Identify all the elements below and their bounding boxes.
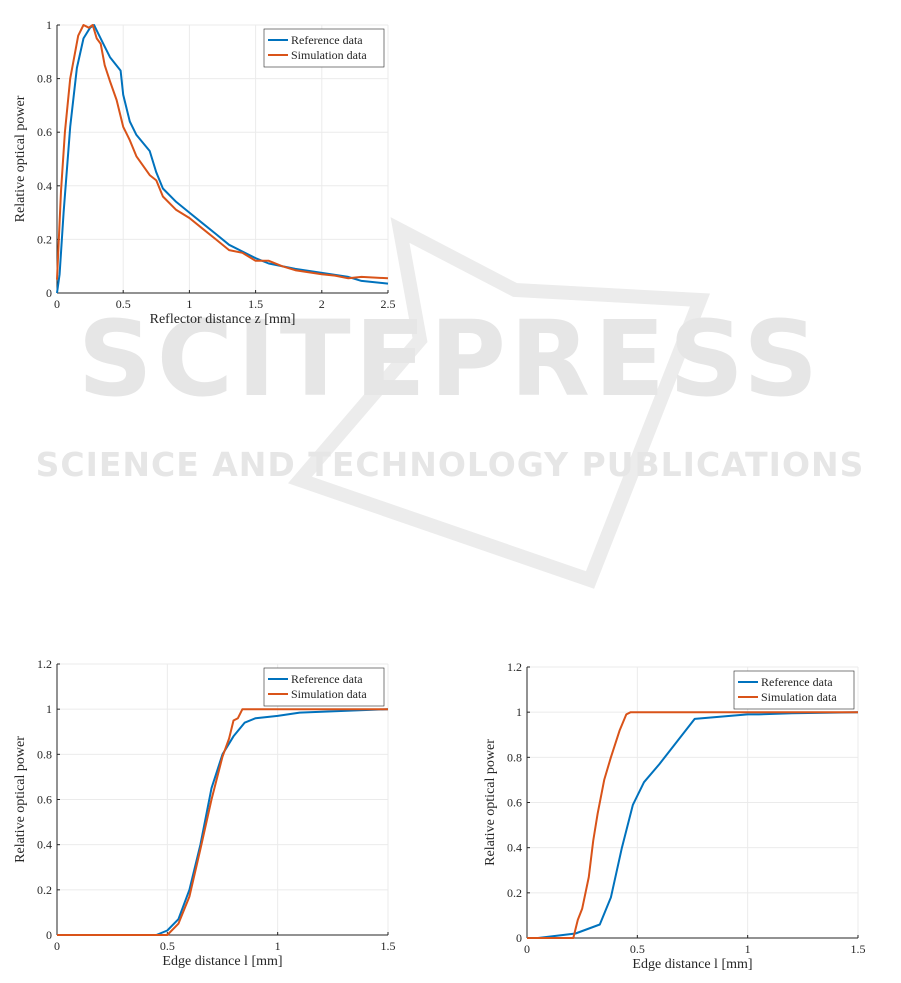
x-axis-label: Reflector distance z [mm] (150, 312, 296, 327)
y-axis-label: Relative optical power (13, 95, 28, 222)
y-tick-label: 0.8 (37, 72, 52, 86)
x-tick-label: 1.5 (381, 939, 396, 953)
y-tick-label: 1 (516, 705, 522, 719)
y-tick-label: 1.2 (37, 657, 52, 671)
y-tick-label: 0.4 (37, 179, 52, 193)
x-tick-label: 0.5 (116, 297, 131, 311)
watermark-subtitle: SCIENCE AND TECHNOLOGY PUBLICATIONS (36, 445, 865, 484)
legend-label: Simulation data (291, 687, 367, 701)
y-tick-label: 0.4 (507, 841, 522, 855)
x-tick-label: 1.5 (248, 297, 263, 311)
series-line (527, 711, 858, 939)
y-tick-label: 1 (46, 702, 52, 716)
x-tick-label: 0 (54, 297, 60, 311)
y-tick-label: 1 (46, 18, 52, 32)
watermark-title: SCITEPRESS (78, 298, 822, 420)
legend-label: Reference data (291, 33, 363, 47)
legend-box (263, 667, 385, 707)
y-tick-label: 0.8 (507, 750, 522, 764)
y-tick-label: 0.8 (37, 747, 52, 761)
legend-box (263, 28, 385, 68)
x-tick-label: 0.5 (630, 942, 645, 956)
y-tick-label: 0 (46, 928, 52, 942)
legend-label: Reference data (761, 675, 833, 689)
x-tick-label: 1 (186, 297, 192, 311)
legend-label: Reference data (291, 672, 363, 686)
x-tick-label: 0 (524, 942, 530, 956)
x-tick-label: 1 (745, 942, 751, 956)
y-tick-label: 0.4 (37, 838, 52, 852)
watermark-shape (287, 217, 711, 589)
y-tick-label: 0.2 (507, 886, 522, 900)
x-axis-label: Edge distance l [mm] (162, 954, 282, 969)
series-line (57, 708, 389, 936)
series-line (527, 711, 859, 939)
x-tick-label: 0 (54, 939, 60, 953)
x-tick-label: 1 (275, 939, 281, 953)
x-tick-label: 2.5 (381, 297, 396, 311)
y-tick-label: 0 (516, 931, 522, 945)
x-axis-label: Edge distance l [mm] (632, 957, 752, 972)
y-tick-label: 0 (46, 286, 52, 300)
legend-label: Simulation data (761, 690, 837, 704)
y-tick-label: 0.2 (37, 232, 52, 246)
series-line (56, 24, 389, 294)
legend-box (733, 670, 855, 710)
legend-label: Simulation data (291, 48, 367, 62)
y-tick-label: 1.2 (507, 660, 522, 674)
y-axis-label: Relative optical power (483, 739, 498, 866)
y-axis-label: Relative optical power (13, 736, 28, 863)
series-line (56, 24, 389, 280)
y-tick-label: 0.2 (37, 883, 52, 897)
x-tick-label: 0.5 (160, 939, 175, 953)
y-tick-label: 0.6 (37, 125, 52, 139)
series-line (57, 708, 388, 936)
y-tick-label: 0.6 (37, 793, 52, 807)
x-tick-label: 1.5 (851, 942, 866, 956)
y-tick-label: 0.6 (507, 796, 522, 810)
x-tick-label: 2 (319, 297, 325, 311)
